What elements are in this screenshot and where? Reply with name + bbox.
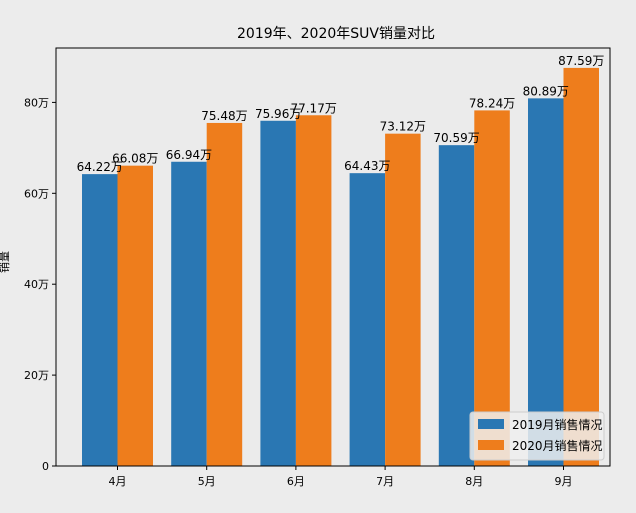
bar-label-2020-1: 66.08万 [112, 152, 158, 166]
bar-2019-1 [82, 174, 118, 466]
bar-label-2020-3: 77.17万 [290, 101, 336, 115]
bar-2019-5 [438, 145, 475, 466]
y-tick-label-0: 0 [42, 460, 49, 473]
x-tick-label-1: 4月 [109, 475, 127, 488]
bar-label-2019-3: 75.96万 [255, 107, 301, 121]
bar-label-2019-5: 70.59万 [433, 131, 479, 145]
x-axis: 4月 5月 6月 7月 8月 9月 [109, 466, 573, 488]
bar-2019-3 [260, 120, 296, 466]
chart-title: 2019年、2020年SUV销量对比 [237, 26, 435, 42]
bar-label-2020-5: 78.24万 [469, 96, 515, 110]
x-tick-label-3: 6月 [287, 475, 305, 488]
bar-label-2019-1: 64.22万 [77, 160, 123, 174]
bar-2020-6 [563, 67, 599, 467]
bar-2020-5 [474, 110, 510, 466]
y-axis: 0 20万 40万 60万 80万 [24, 96, 56, 473]
legend-swatch-2019 [478, 419, 504, 429]
legend-label-2019: 2019月销售情况 [512, 417, 603, 432]
y-tick-label-3: 60万 [24, 187, 49, 200]
bar-label-2020-4: 73.12万 [380, 120, 426, 134]
bar-label-2019-6: 80.89万 [523, 84, 569, 98]
x-tick-label-5: 8月 [465, 475, 483, 488]
bar-2019-6 [528, 98, 564, 467]
bar-label-2019-2: 66.94万 [166, 148, 212, 162]
bar-2020-3 [295, 115, 332, 466]
legend-label-2020: 2020月销售情况 [512, 438, 603, 453]
bar-label-2020-6: 87.59万 [558, 54, 604, 68]
legend: 2019月销售情况 2020月销售情况 [469, 411, 605, 461]
bar-2019-4 [349, 173, 386, 466]
x-tick-label-2: 5月 [198, 475, 216, 488]
bar-2020-2 [206, 122, 243, 466]
bar-label-2020-2: 75.48万 [201, 109, 247, 123]
bar-2020-1 [117, 165, 153, 467]
y-tick-label-1: 20万 [24, 369, 49, 382]
y-tick-label-2: 40万 [24, 278, 49, 291]
bars-group [82, 67, 599, 467]
y-tick-label-4: 80万 [24, 96, 49, 109]
legend-swatch-2020 [478, 440, 504, 450]
bar-label-2019-4: 64.43万 [344, 159, 390, 173]
bar-2019-2 [171, 161, 207, 466]
bar-labels-group: 64.22万 66.94万 75.96万 64.43万 70.59万 80.89万 66.0… [77, 54, 605, 174]
x-tick-label-4: 7月 [376, 475, 394, 488]
bar-2020-4 [385, 133, 421, 467]
x-tick-label-6: 9月 [555, 475, 573, 488]
y-axis-label: 销量 [0, 251, 11, 273]
plot-frame [55, 47, 611, 467]
